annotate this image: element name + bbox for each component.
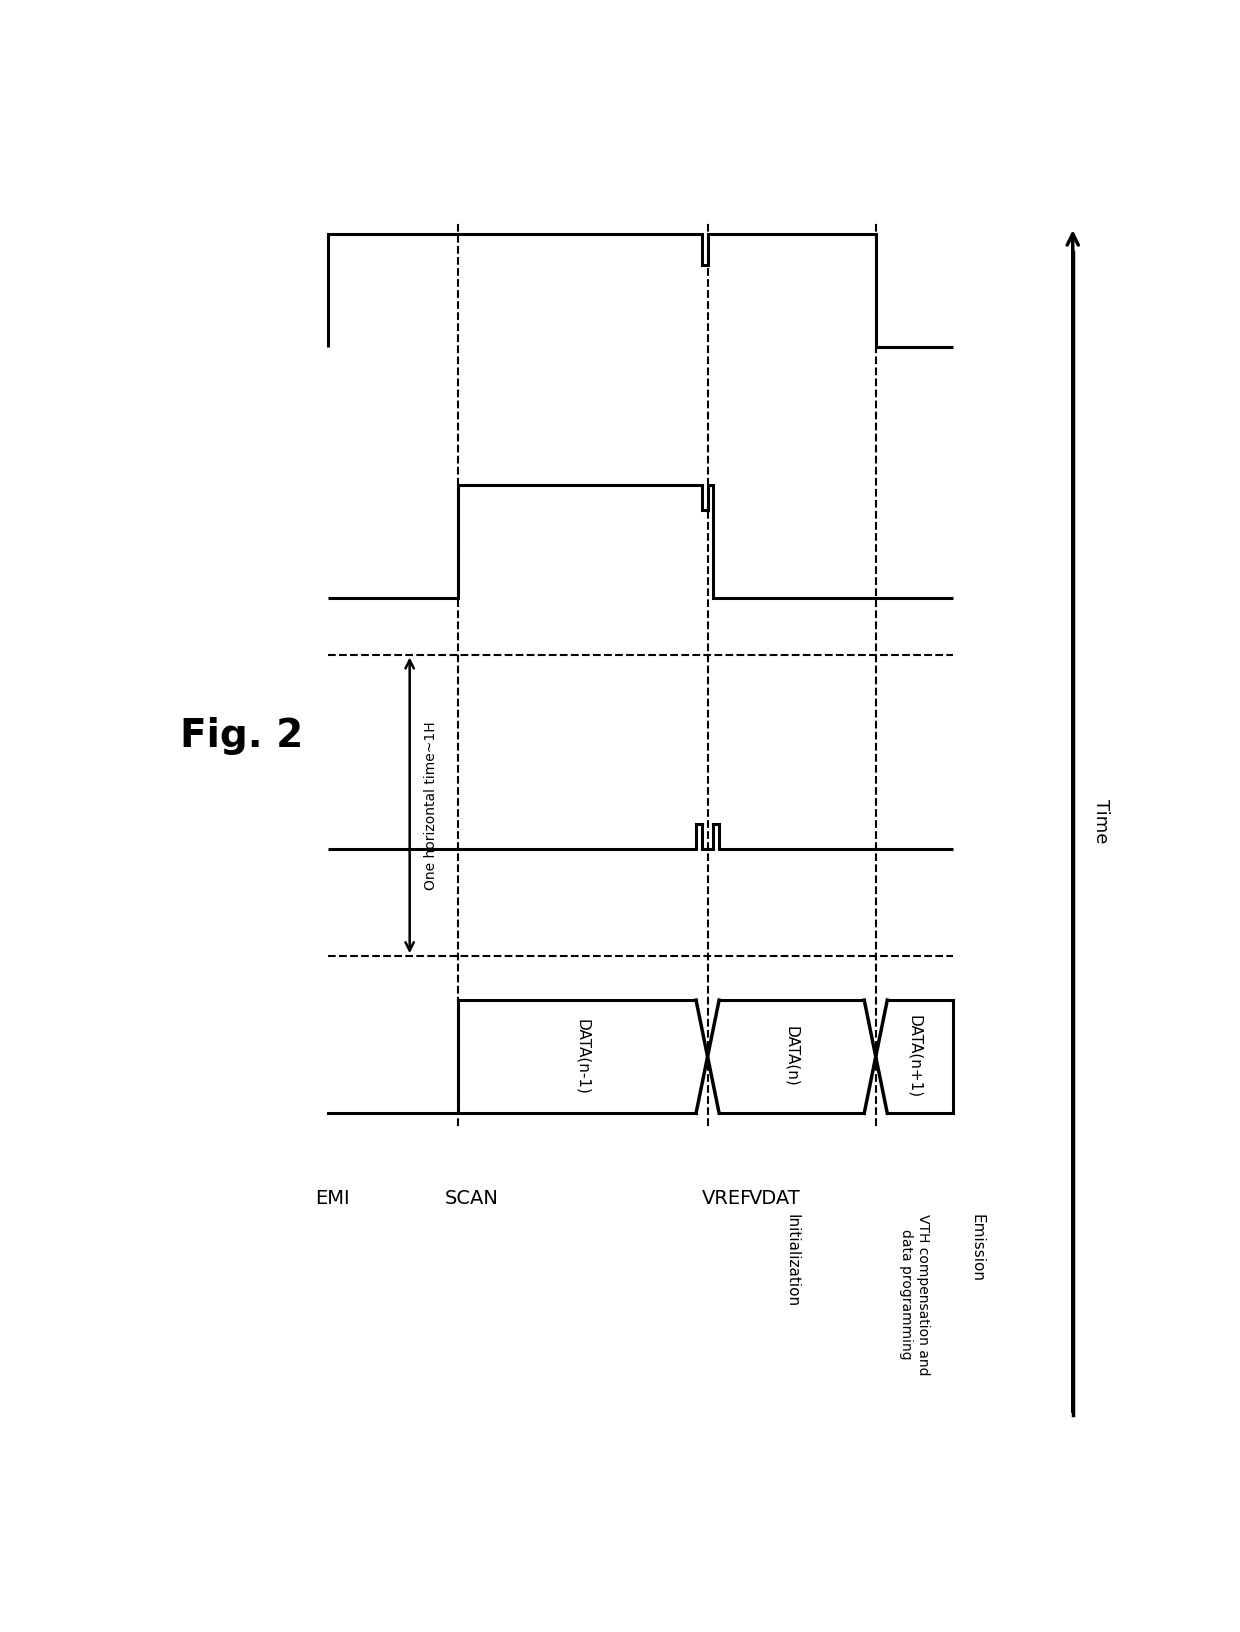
- Text: Emission: Emission: [970, 1214, 985, 1281]
- Text: VDAT: VDAT: [749, 1188, 801, 1208]
- Text: Time: Time: [1092, 798, 1110, 844]
- Text: DATA(n+1): DATA(n+1): [906, 1015, 921, 1098]
- Text: DATA(n-1): DATA(n-1): [575, 1018, 590, 1095]
- Text: VREF: VREF: [702, 1188, 751, 1208]
- Text: VTH compensation and
data programming: VTH compensation and data programming: [899, 1214, 930, 1376]
- Text: DATA(n): DATA(n): [784, 1027, 799, 1087]
- Text: SCAN: SCAN: [445, 1188, 498, 1208]
- Text: Fig. 2: Fig. 2: [180, 716, 303, 756]
- Text: EMI: EMI: [315, 1188, 350, 1208]
- Text: One horizontal time~1H: One horizontal time~1H: [424, 721, 438, 889]
- Text: Initialization: Initialization: [784, 1214, 799, 1307]
